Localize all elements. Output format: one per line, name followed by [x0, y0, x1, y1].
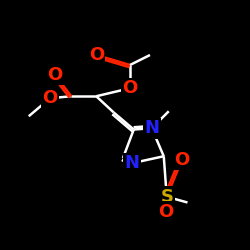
Text: S: S [160, 188, 173, 206]
Text: N: N [144, 119, 159, 137]
Text: O: O [48, 66, 63, 84]
Text: N: N [124, 154, 139, 172]
Text: O: O [158, 203, 174, 221]
Text: O: O [88, 46, 104, 64]
Text: O: O [122, 79, 138, 97]
Text: O: O [42, 89, 58, 107]
Text: O: O [174, 151, 190, 169]
